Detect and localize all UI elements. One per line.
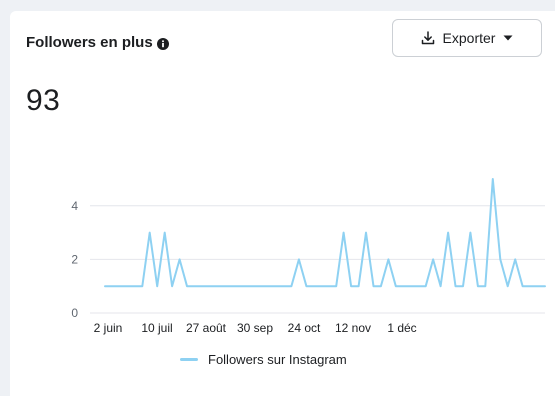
x-tick-label: 2 juin bbox=[94, 321, 123, 335]
x-tick-label: 1 déc bbox=[387, 321, 416, 335]
caret-down-icon bbox=[503, 34, 513, 42]
legend-label: Followers sur Instagram bbox=[208, 352, 347, 367]
followers-total: 93 bbox=[26, 84, 61, 117]
info-icon[interactable] bbox=[156, 37, 169, 50]
download-icon bbox=[421, 31, 435, 45]
export-button-label: Exporter bbox=[442, 30, 496, 46]
x-tick-label: 27 août bbox=[186, 321, 227, 335]
followers-line-chart: 0 2 4 2 juin 10 juil 27 août 30 sep 24 oct 12 no… bbox=[71, 178, 546, 335]
x-tick-label: 24 oct bbox=[288, 321, 321, 335]
y-tick-label: 4 bbox=[71, 199, 78, 213]
x-tick-label: 10 juil bbox=[141, 321, 172, 335]
card-title-text: Followers en plus bbox=[26, 34, 153, 51]
y-tick-label: 2 bbox=[71, 252, 78, 266]
legend-swatch bbox=[180, 358, 198, 361]
card-title: Followers en plus bbox=[26, 34, 169, 51]
series-line bbox=[104, 178, 546, 288]
followers-card bbox=[10, 11, 555, 396]
chart-legend: Followers sur Instagram bbox=[180, 352, 347, 367]
y-tick-label: 0 bbox=[71, 306, 78, 320]
x-tick-label: 12 nov bbox=[335, 321, 371, 335]
x-tick-label: 30 sep bbox=[237, 321, 273, 335]
export-button[interactable]: Exporter bbox=[392, 19, 542, 57]
